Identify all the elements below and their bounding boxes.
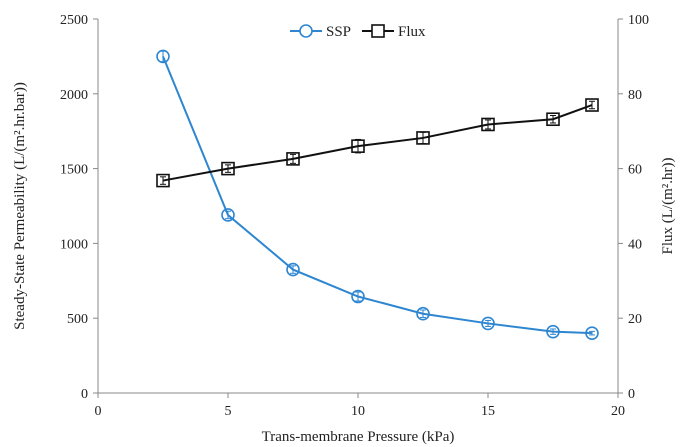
series-ssp-errorbar: [550, 328, 556, 335]
y-left-tick-label: 2500: [60, 13, 88, 28]
y-left-tick-label: 1000: [60, 237, 88, 252]
series-ssp-point: [156, 49, 170, 64]
x-tick-label: 10: [351, 404, 365, 419]
y-right-tick-label: 100: [628, 13, 649, 28]
legend-item-flux: Flux: [362, 24, 426, 40]
y-left-tick-label: 500: [67, 312, 88, 327]
series-flux-point: [481, 117, 495, 132]
x-tick-label: 0: [95, 404, 102, 419]
y-left-tick-label: 0: [81, 387, 88, 402]
series-ssp-errorbar: [589, 330, 595, 336]
series-ssp: [156, 49, 599, 340]
series-ssp-errorbar: [290, 265, 296, 274]
series-ssp-point: [481, 316, 495, 331]
legend-item-ssp: SSP: [290, 24, 351, 40]
series-ssp-point: [585, 326, 599, 340]
x-axis-title: Trans-membrane Pressure (kPa): [262, 429, 455, 445]
legend-flux-label: Flux: [398, 24, 426, 40]
y-right-tick-label: 20: [628, 312, 642, 327]
series-layer: [156, 49, 599, 340]
axes: [97, 19, 619, 394]
series-flux-point: [416, 131, 430, 145]
series-ssp-errorbar: [485, 319, 491, 327]
series-ssp-point: [351, 289, 365, 304]
series-flux-point: [221, 161, 235, 176]
series-flux-errorbar: [589, 100, 595, 110]
series-flux-errorbar: [550, 114, 556, 124]
series-ssp-point: [416, 306, 430, 321]
y-right-tick-label: 80: [628, 88, 642, 103]
y-left-tick-label: 1500: [60, 163, 88, 178]
series-flux-point: [585, 98, 599, 112]
series-ssp-point: [221, 208, 235, 222]
series-flux-errorbar: [160, 176, 166, 185]
series-flux-errorbar: [225, 164, 231, 173]
series-flux-point: [546, 112, 560, 127]
y-axis-right-title: Flux (L/(m².hr)): [660, 158, 676, 255]
series-flux: [156, 98, 599, 188]
x-tick-label: 15: [481, 404, 495, 419]
y-left-tick-label: 2000: [60, 88, 88, 103]
legend-flux-marker: [371, 24, 385, 38]
series-ssp-point: [546, 324, 560, 339]
legend-ssp-label: SSP: [326, 24, 351, 40]
series-flux-point: [286, 152, 300, 166]
y-axis-left-title: Steady-State Permeability (L/(m².hr.bar)…: [12, 82, 28, 330]
y-right-tick-label: 60: [628, 163, 642, 178]
y-right-tick-label: 0: [628, 387, 635, 402]
series-ssp-point: [286, 262, 300, 277]
series-flux-line: [162, 104, 593, 182]
tick-marks: [93, 18, 623, 398]
series-flux-errorbar: [485, 119, 491, 130]
series-flux-point: [156, 173, 170, 188]
legend: SSP Flux: [290, 24, 426, 40]
legend-ssp-marker: [299, 24, 313, 38]
series-ssp-errorbar: [355, 291, 361, 302]
x-tick-label: 5: [225, 404, 232, 419]
series-ssp-line: [162, 56, 593, 335]
x-tick-label: 20: [611, 404, 625, 419]
series-ssp-errorbar: [225, 210, 231, 220]
y-right-tick-label: 40: [628, 237, 642, 252]
series-flux-point: [351, 139, 365, 153]
series-flux-errorbar: [290, 153, 296, 164]
series-ssp-errorbar: [420, 309, 426, 318]
